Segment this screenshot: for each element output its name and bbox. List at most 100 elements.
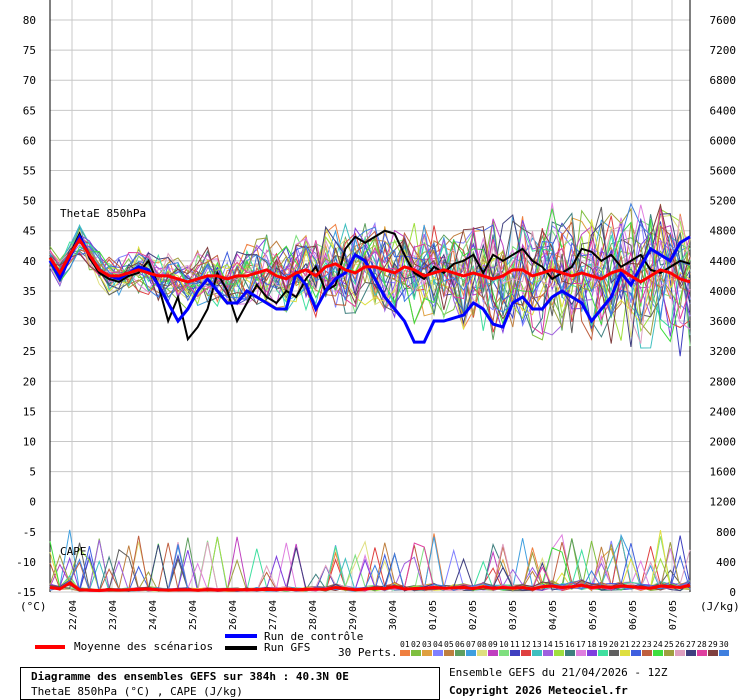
cape-panel-label: CAPE [60, 545, 87, 558]
left-tick-label: 35 [23, 285, 36, 298]
pert-legend-swatch [433, 650, 443, 656]
pert-legend-swatch [532, 650, 542, 656]
pert-legend-swatch [554, 650, 564, 656]
pert-legend-label: 21 [620, 640, 630, 649]
pert-legend-swatch [510, 650, 520, 656]
pert-legend-swatch [422, 650, 432, 656]
right-tick-label: 3200 [710, 345, 737, 358]
perturbation-line [49, 208, 691, 335]
pert-legend-label: 20 [609, 640, 619, 649]
pert-legend-swatch [620, 650, 630, 656]
left-tick-label: 50 [23, 195, 36, 208]
x-tick-label: 02/05 [468, 600, 479, 630]
pert-legend-swatch [411, 650, 421, 656]
x-tick-label: 03/05 [508, 600, 519, 630]
left-tick-label: 0 [29, 496, 36, 509]
right-tick-label: 1600 [710, 466, 737, 479]
x-tick-label: 26/04 [228, 600, 239, 630]
pert-legend-swatch [587, 650, 597, 656]
right-tick-label: 400 [716, 556, 736, 569]
left-tick-label: -10 [16, 556, 36, 569]
left-tick-label: 60 [23, 134, 36, 147]
thetae-panel-label: ThetaE 850hPa [60, 207, 146, 220]
pert-legend-label: 26 [675, 640, 685, 649]
left-tick-label: 40 [23, 255, 36, 268]
right-tick-label: 2000 [710, 435, 737, 448]
pert-legend-label: 01 [400, 640, 410, 649]
left-tick-label: -15 [16, 586, 36, 599]
pert-legend-label: 05 [444, 640, 454, 649]
pert-legend-swatch [521, 650, 531, 656]
right-tick-label: 1200 [710, 496, 737, 509]
left-tick-label: 15 [23, 405, 36, 418]
mean-line [48, 237, 691, 284]
pert-legend-swatch [466, 650, 476, 656]
gfs-legend-swatch [225, 646, 257, 650]
pert-legend-label: 14 [543, 640, 553, 649]
pert-legend-swatch [576, 650, 586, 656]
control-legend-swatch [225, 634, 257, 638]
left-unit-label: (°C) [20, 600, 47, 613]
pert-legend-label: 09 [488, 640, 498, 649]
pert-legend-swatch [675, 650, 685, 656]
ensemble-run-label: Ensemble GEFS du 21/04/2026 - 12Z [449, 666, 668, 679]
pert-legend-swatch [686, 650, 696, 656]
left-tick-label: 30 [23, 315, 36, 328]
pert-legend-label: 12 [521, 640, 531, 649]
right-tick-label: 3600 [710, 315, 737, 328]
pert-legend-label: 11 [510, 640, 520, 649]
pert-legend-swatch [444, 650, 454, 656]
pert-legend-swatch [477, 650, 487, 656]
x-tick-label: 29/04 [348, 600, 359, 630]
pert-legend-swatch [598, 650, 608, 656]
pert-legend-swatch [631, 650, 641, 656]
pert-legend-swatch [543, 650, 553, 656]
x-tick-label: 28/04 [308, 600, 319, 630]
pert-legend-label: 08 [477, 640, 487, 649]
pert-legend-label: 22 [631, 640, 641, 649]
pert-legend-label: 03 [422, 640, 432, 649]
pert-legend-label: 10 [499, 640, 509, 649]
control-line [48, 233, 691, 344]
x-tick-label: 04/05 [548, 600, 559, 630]
pert-legend-swatch [400, 650, 410, 656]
pert-legend-label: 18 [587, 640, 597, 649]
left-tick-label: 45 [23, 225, 36, 238]
left-tick-label: 25 [23, 345, 36, 358]
pert-legend-swatch [653, 650, 663, 656]
pert-legend-label: 13 [532, 640, 542, 649]
left-tick-label: 80 [23, 14, 36, 27]
perturbation-line [49, 225, 691, 331]
pert-legend-swatch [719, 650, 729, 656]
main-series [48, 229, 691, 592]
right-unit-label: (J/kg) [700, 600, 740, 613]
right-tick-label: 0 [729, 586, 736, 599]
pert-legend-label: 23 [642, 640, 652, 649]
right-tick-label: 2800 [710, 375, 737, 388]
left-tick-label: 5 [29, 466, 36, 479]
mean-legend-label: Moyenne des scénarios [74, 640, 214, 653]
right-tick-label: 5600 [710, 165, 737, 178]
info-box: Diagramme des ensembles GEFS sur 384h : … [20, 667, 440, 700]
cape-mean-line [49, 581, 691, 592]
perts-label: 30 Perts. [338, 646, 398, 659]
pert-legend-label: 02 [411, 640, 421, 649]
pert-legend-swatch [609, 650, 619, 656]
left-tick-label: -5 [23, 526, 36, 539]
x-tick-label: 30/04 [388, 600, 399, 630]
pert-legend-label: 29 [708, 640, 718, 649]
pert-legend-label: 28 [697, 640, 707, 649]
chart-grid [49, 0, 691, 593]
left-tick-label: 70 [23, 74, 36, 87]
gfs-legend-label: Run GFS [264, 641, 311, 654]
right-tick-label: 6800 [710, 74, 737, 87]
left-tick-label: 65 [23, 104, 36, 117]
left-tick-label: 20 [23, 375, 36, 388]
right-tick-label: 6000 [710, 134, 737, 147]
right-tick-label: 4800 [710, 225, 737, 238]
right-tick-label: 7200 [710, 44, 737, 57]
x-tick-label: 24/04 [148, 600, 159, 630]
pert-legend-swatch [488, 650, 498, 656]
perturbation-legend: 01 02 03 04 05 06 07 08 09 10 11 12 13 14 15 16 17 18 19 20… [400, 640, 729, 656]
